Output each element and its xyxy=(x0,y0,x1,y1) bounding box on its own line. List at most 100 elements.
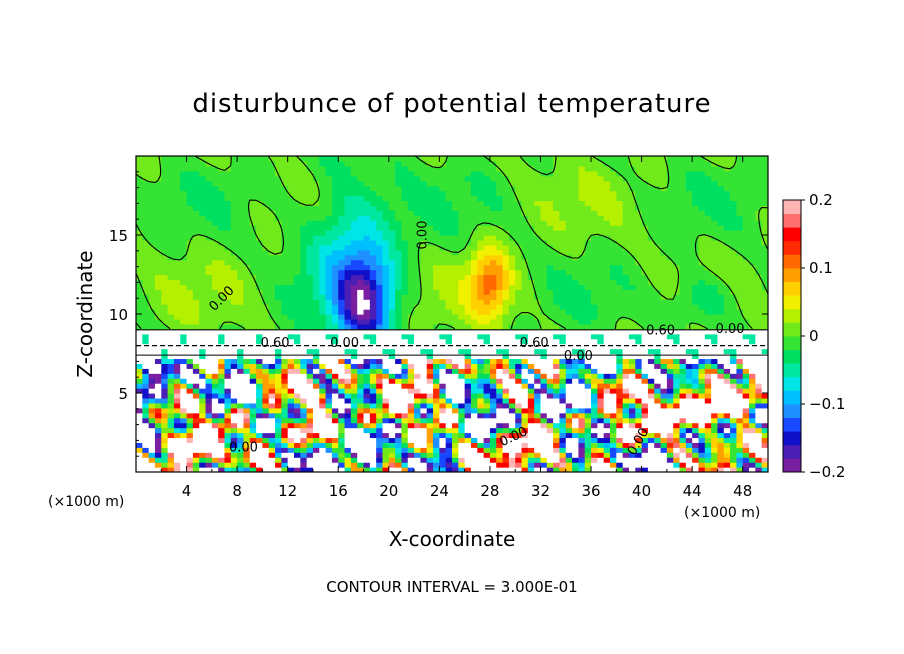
field-cell xyxy=(464,358,472,364)
field-cell xyxy=(534,467,542,472)
field-cell xyxy=(173,397,181,404)
field-cell xyxy=(338,432,346,439)
field-cell xyxy=(312,338,320,345)
field-cell xyxy=(249,368,257,374)
field-cell xyxy=(281,269,289,276)
field-cell xyxy=(294,328,301,335)
field-cell xyxy=(647,225,655,231)
field-cell xyxy=(704,353,712,360)
field-cell xyxy=(597,309,605,315)
field-cell xyxy=(256,274,263,281)
field-cell xyxy=(142,442,150,448)
field-cell xyxy=(167,239,175,246)
field-cell xyxy=(388,378,396,384)
field-cell xyxy=(167,373,175,379)
field-cell xyxy=(483,457,491,463)
field-cell xyxy=(679,244,687,251)
field-cell xyxy=(698,264,706,271)
field-cell xyxy=(186,333,194,340)
field-cell xyxy=(692,467,700,472)
field-cell xyxy=(483,279,491,285)
field-cell xyxy=(445,442,453,448)
field-cell xyxy=(597,407,605,414)
field-cell xyxy=(704,304,712,310)
field-cell xyxy=(458,284,466,290)
field-cell xyxy=(458,299,466,305)
field-cell xyxy=(407,249,415,256)
field-cell xyxy=(565,279,573,285)
field-cell xyxy=(388,452,396,458)
field-cell xyxy=(281,363,289,369)
field-cell xyxy=(704,254,712,261)
field-cell xyxy=(357,289,365,295)
field-cell xyxy=(395,412,403,419)
field-cell xyxy=(376,259,384,266)
field-cell xyxy=(477,314,485,320)
field-cell xyxy=(685,309,693,315)
field-cell xyxy=(281,373,289,379)
field-cell xyxy=(660,323,668,330)
field-cell xyxy=(635,368,643,374)
field-cell xyxy=(154,225,162,231)
field-cell xyxy=(704,378,712,384)
field-cell xyxy=(698,368,706,374)
field-cell xyxy=(376,343,384,350)
field-cell xyxy=(287,249,295,256)
field-cell xyxy=(256,328,263,335)
field-cell xyxy=(173,417,181,424)
field-cell xyxy=(426,467,434,472)
field-cell xyxy=(730,402,737,409)
field-cell xyxy=(711,422,719,429)
field-cell xyxy=(142,378,150,384)
field-cell xyxy=(382,457,390,463)
field-cell xyxy=(388,304,396,310)
field-cell xyxy=(338,397,346,404)
field-cell xyxy=(458,323,466,330)
field-cell xyxy=(142,353,150,360)
field-cell xyxy=(704,422,712,429)
field-cell xyxy=(338,457,346,463)
field-cell xyxy=(628,299,636,305)
field-cell xyxy=(584,239,592,246)
field-cell xyxy=(502,299,510,305)
field-cell xyxy=(154,373,162,379)
field-cell xyxy=(142,417,150,424)
field-cell xyxy=(224,254,232,261)
field-cell xyxy=(464,244,472,251)
field-cell xyxy=(319,338,327,345)
field-cell xyxy=(395,225,403,231)
field-cell xyxy=(723,269,731,276)
field-cell xyxy=(325,269,333,276)
field-cell xyxy=(249,299,257,305)
field-cell xyxy=(647,383,655,389)
field-cell xyxy=(477,467,485,472)
field-cell xyxy=(350,383,358,389)
field-cell xyxy=(508,417,516,424)
field-cell xyxy=(382,442,390,448)
field-cell xyxy=(452,427,459,434)
field-cell xyxy=(211,388,219,394)
field-cell xyxy=(300,259,308,266)
field-cell xyxy=(464,427,472,434)
field-cell xyxy=(711,343,719,350)
field-cell xyxy=(711,437,719,443)
field-cell xyxy=(414,393,421,399)
field-cell xyxy=(736,412,744,419)
field-cell xyxy=(622,462,630,468)
field-cell xyxy=(723,397,731,404)
field-cell xyxy=(237,235,245,241)
field-cell xyxy=(515,368,523,374)
field-cell xyxy=(173,373,181,379)
field-cell xyxy=(382,249,390,256)
field-cell xyxy=(736,284,744,290)
field-cell xyxy=(540,432,548,439)
field-cell xyxy=(635,304,643,310)
field-cell xyxy=(641,447,649,453)
field-cell xyxy=(704,388,712,394)
field-cell xyxy=(654,397,662,404)
field-cell xyxy=(483,378,491,384)
field-cell xyxy=(224,383,232,389)
field-cell xyxy=(679,299,687,305)
field-cell xyxy=(603,244,611,251)
field-cell xyxy=(502,254,510,261)
